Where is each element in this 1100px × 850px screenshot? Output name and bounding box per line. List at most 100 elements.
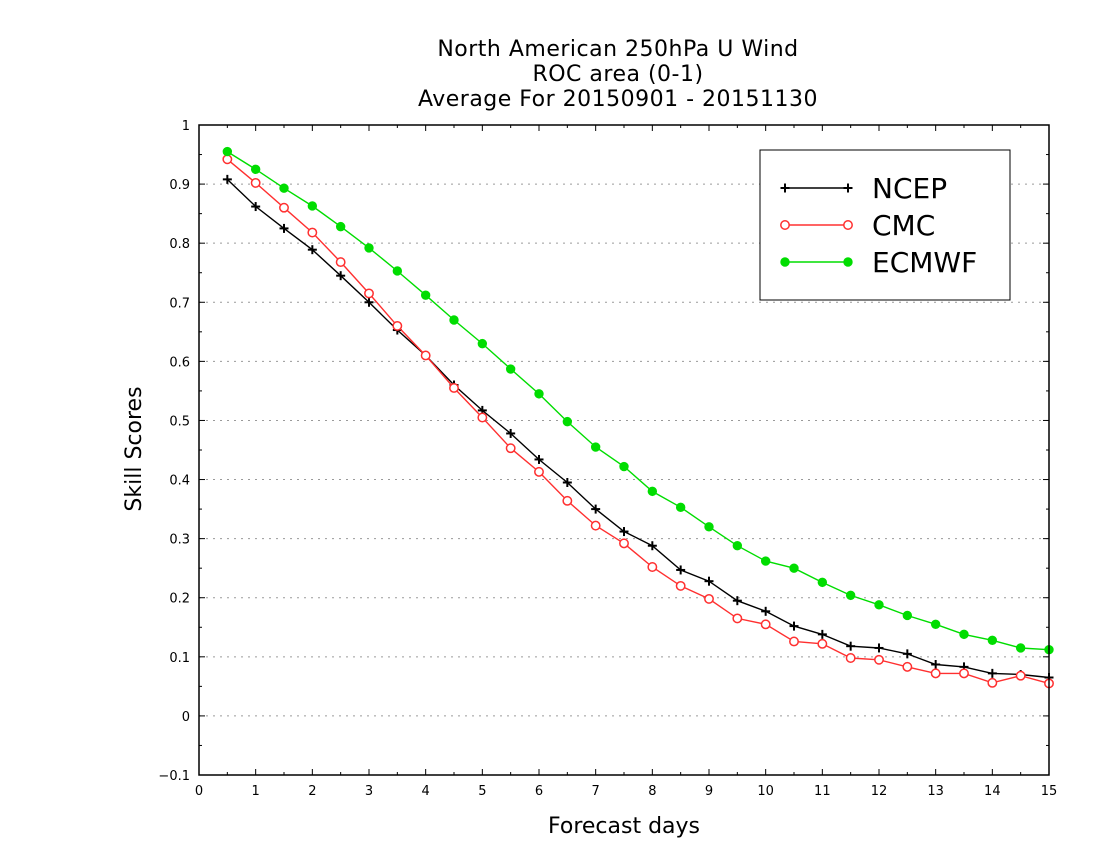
data-point-ncep <box>647 541 657 551</box>
legend-item-ecmwf: ECMWF <box>780 246 977 279</box>
data-point-ncep <box>874 643 884 653</box>
x-tick-label: 10 <box>757 784 774 799</box>
legend-items: NCEP CMC ECMWF <box>780 172 977 279</box>
x-tick-label: 12 <box>871 784 888 799</box>
data-point-ncep <box>817 629 827 639</box>
data-point-cmc <box>930 668 941 679</box>
data-point-ecmwf <box>987 635 998 645</box>
y-tick-label: 0.9 <box>169 178 190 193</box>
chart-title-line-2: ROC area (0-1) <box>532 62 704 87</box>
data-point-cmc <box>307 227 318 238</box>
chart-title-line-3: Average For 20150901 - 20151130 <box>417 87 819 112</box>
data-point-cmc <box>562 495 573 506</box>
filled-circle-marker <box>780 257 790 267</box>
x-tick-label: 14 <box>984 784 1001 799</box>
y-axis-ticks: −0.1 0 0.1 0.2 0.3 0.4 0.5 0.6 0.7 0.8 0.9 1 <box>158 119 1049 784</box>
y-tick-label: 0.5 <box>169 414 190 429</box>
plot-frame <box>198 124 1050 776</box>
data-point-ncep <box>846 641 856 651</box>
x-tick-label: 0 <box>195 784 203 799</box>
data-point-ecmwf <box>449 315 459 325</box>
data-point-cmc <box>1015 670 1026 681</box>
y-tick-label: 0.8 <box>169 237 190 252</box>
data-point-ecmwf <box>279 183 289 193</box>
data-point-ecmwf <box>505 364 516 374</box>
legend: NCEP CMC ECMWF <box>759 149 1011 301</box>
data-point-cmc <box>534 466 544 477</box>
x-axis-ticks: 0 1 2 3 4 5 6 7 8 9 10 11 12 13 14 15 <box>195 125 1057 799</box>
y-axis-title: Skill Scores <box>122 386 147 511</box>
y-tick-label: −0.1 <box>158 769 190 784</box>
data-point-ecmwf <box>590 442 601 452</box>
data-point-ecmwf <box>307 201 318 211</box>
data-point-cmc <box>420 350 431 361</box>
data-point-ecmwf <box>534 389 544 399</box>
data-point-ncep <box>562 478 572 487</box>
series-cmc <box>222 154 1054 689</box>
plus-marker <box>843 183 853 193</box>
data-point-ncep <box>591 504 601 514</box>
data-point-cmc <box>505 443 516 454</box>
data-point-cmc <box>789 636 799 647</box>
data-point-ecmwf <box>874 600 884 610</box>
x-axis-title: Forecast days <box>548 814 700 839</box>
y-tick-label: 0.7 <box>169 296 190 311</box>
data-point-ncep <box>506 428 516 438</box>
data-point-cmc <box>845 653 856 663</box>
x-tick-label: 3 <box>365 784 373 799</box>
data-point-ecmwf <box>647 486 658 497</box>
data-point-cmc <box>902 661 913 672</box>
data-point-cmc <box>335 257 346 268</box>
data-point-ecmwf <box>675 502 686 513</box>
data-point-ecmwf <box>789 563 799 573</box>
data-point-ncep <box>732 596 742 606</box>
data-point-ecmwf <box>392 266 403 276</box>
data-point-ncep <box>761 606 771 616</box>
data-point-ncep <box>619 527 629 537</box>
legend-item-ncep: NCEP <box>780 172 947 205</box>
data-point-cmc <box>449 383 459 393</box>
x-tick-label: 8 <box>648 784 656 799</box>
data-point-cmc <box>222 154 233 165</box>
data-point-ecmwf <box>732 541 743 551</box>
legend-label-ecmwf: ECMWF <box>872 246 977 279</box>
filled-circle-marker <box>843 257 853 267</box>
data-point-ncep <box>307 245 317 255</box>
data-point-cmc <box>250 177 261 188</box>
series-line-ncep <box>226 178 1050 679</box>
y-tick-label: 0.2 <box>169 592 190 607</box>
data-point-ncep <box>534 454 544 464</box>
data-point-cmc <box>279 202 289 213</box>
data-point-ecmwf <box>222 146 233 157</box>
y-tick-label: 1 <box>182 119 190 134</box>
data-point-cmc <box>647 562 658 572</box>
legend-item-cmc: CMC <box>780 209 935 242</box>
data-point-ecmwf <box>250 164 261 175</box>
data-point-cmc <box>619 538 629 549</box>
data-point-cmc <box>760 619 771 630</box>
data-point-ncep <box>251 202 261 212</box>
data-point-ecmwf <box>420 290 431 300</box>
x-tick-label: 1 <box>252 784 260 799</box>
y-tick-label: 0.6 <box>169 355 190 370</box>
x-tick-label: 11 <box>814 784 831 799</box>
x-tick-label: 5 <box>478 784 486 799</box>
data-point-ecmwf <box>845 590 856 601</box>
y-tick-label: 0.4 <box>169 474 190 489</box>
data-point-ecmwf <box>959 629 969 640</box>
chart-title-line-1: North American 250hPa U Wind <box>437 37 799 62</box>
legend-label-cmc: CMC <box>872 209 935 242</box>
data-point-ecmwf <box>335 221 346 232</box>
x-tick-label: 2 <box>308 784 316 799</box>
data-point-cmc <box>392 320 403 331</box>
data-point-ncep <box>279 223 289 233</box>
data-point-ncep <box>336 271 346 281</box>
plus-marker <box>780 183 790 193</box>
data-point-cmc <box>364 288 374 299</box>
data-point-ecmwf <box>1015 643 1026 653</box>
data-point-cmc <box>874 654 884 665</box>
series-lines <box>222 146 1054 689</box>
data-point-cmc <box>477 412 488 423</box>
x-tick-label: 7 <box>592 784 600 799</box>
